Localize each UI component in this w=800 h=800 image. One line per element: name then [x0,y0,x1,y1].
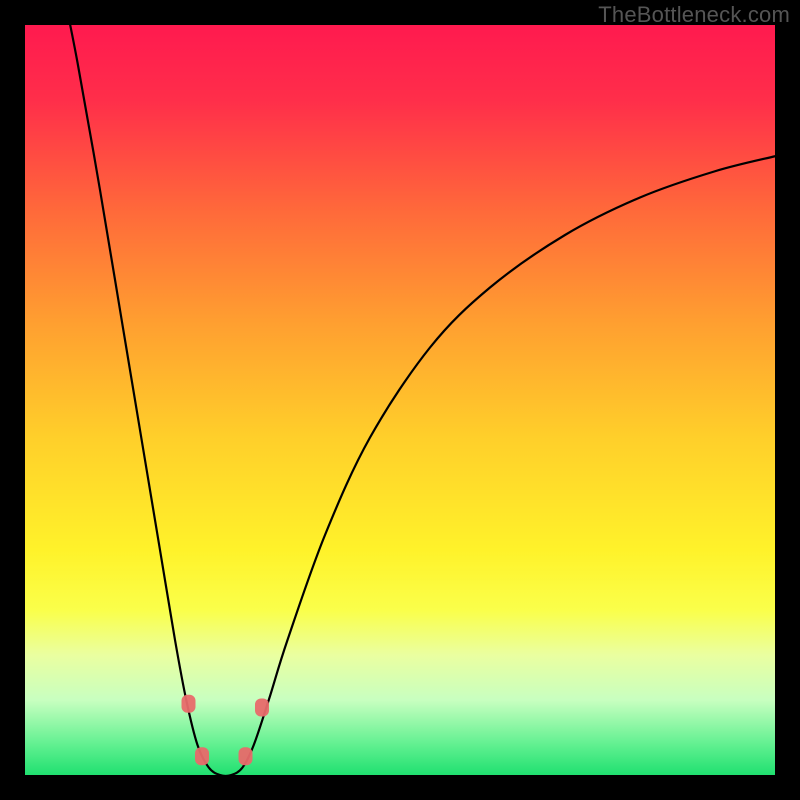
highlight-marker [239,747,253,765]
highlight-marker [195,747,209,765]
highlight-marker [182,695,196,713]
chart-container: TheBottleneck.com [0,0,800,800]
highlight-marker [255,699,269,717]
bottleneck-chart [0,0,800,800]
plot-area-gradient [25,25,775,775]
watermark-text: TheBottleneck.com [598,2,790,28]
